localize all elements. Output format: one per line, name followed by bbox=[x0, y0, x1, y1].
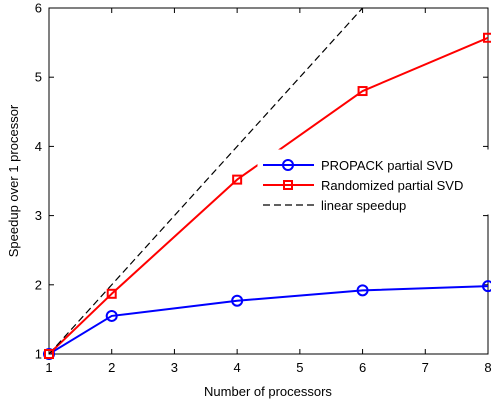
data-point-square bbox=[357, 86, 368, 97]
ticks-layer: 1 2 3 4 5 6 7 8 1 2 3 4 5 6 bbox=[35, 1, 491, 376]
data-point-circle bbox=[105, 309, 118, 322]
legend-item-randomized: Randomized partial SVD bbox=[263, 178, 463, 193]
x-tick-label: 7 bbox=[422, 360, 429, 375]
x-tick-label: 6 bbox=[359, 360, 366, 375]
y-tick-label: 5 bbox=[35, 70, 42, 85]
legend-label-linear: linear speedup bbox=[321, 198, 406, 213]
series-layer bbox=[49, 8, 488, 354]
x-tick-label: 4 bbox=[234, 360, 241, 375]
legend-label-randomized: Randomized partial SVD bbox=[321, 178, 463, 193]
y-tick-label: 1 bbox=[35, 347, 42, 362]
data-point-circle bbox=[231, 294, 244, 307]
series-line-1 bbox=[49, 36, 488, 354]
y-tick-label: 4 bbox=[35, 139, 42, 154]
x-axis-title: Number of processors bbox=[204, 384, 332, 399]
legend-box bbox=[257, 149, 491, 215]
markers-layer bbox=[43, 32, 491, 360]
x-tick-label: 2 bbox=[108, 360, 115, 375]
legend-item-propack: PROPACK partial SVD bbox=[263, 158, 453, 173]
y-tick-label: 2 bbox=[35, 277, 42, 292]
data-point-circle bbox=[482, 280, 491, 293]
x-tick-label: 8 bbox=[484, 360, 491, 375]
series-line-0 bbox=[49, 285, 488, 354]
x-tick-label: 1 bbox=[45, 360, 52, 375]
y-tick-label: 6 bbox=[35, 1, 42, 16]
legend: PROPACK partial SVD Randomized partial S… bbox=[257, 149, 491, 215]
data-point-square bbox=[483, 32, 491, 43]
data-point-square bbox=[44, 349, 54, 359]
legend-label-propack: PROPACK partial SVD bbox=[321, 158, 453, 173]
legend-marker-propack bbox=[282, 159, 294, 171]
legend-item-linear: linear speedup bbox=[263, 198, 406, 213]
x-tick-label: 5 bbox=[296, 360, 303, 375]
legend-marker-randomized bbox=[283, 180, 293, 190]
x-tick-label: 3 bbox=[171, 360, 178, 375]
data-point-square bbox=[106, 288, 117, 299]
data-point-circle bbox=[356, 284, 369, 297]
data-point-square bbox=[232, 174, 243, 185]
y-tick-label: 3 bbox=[35, 208, 42, 223]
y-axis-title: Speedup over 1 processor bbox=[6, 104, 21, 257]
